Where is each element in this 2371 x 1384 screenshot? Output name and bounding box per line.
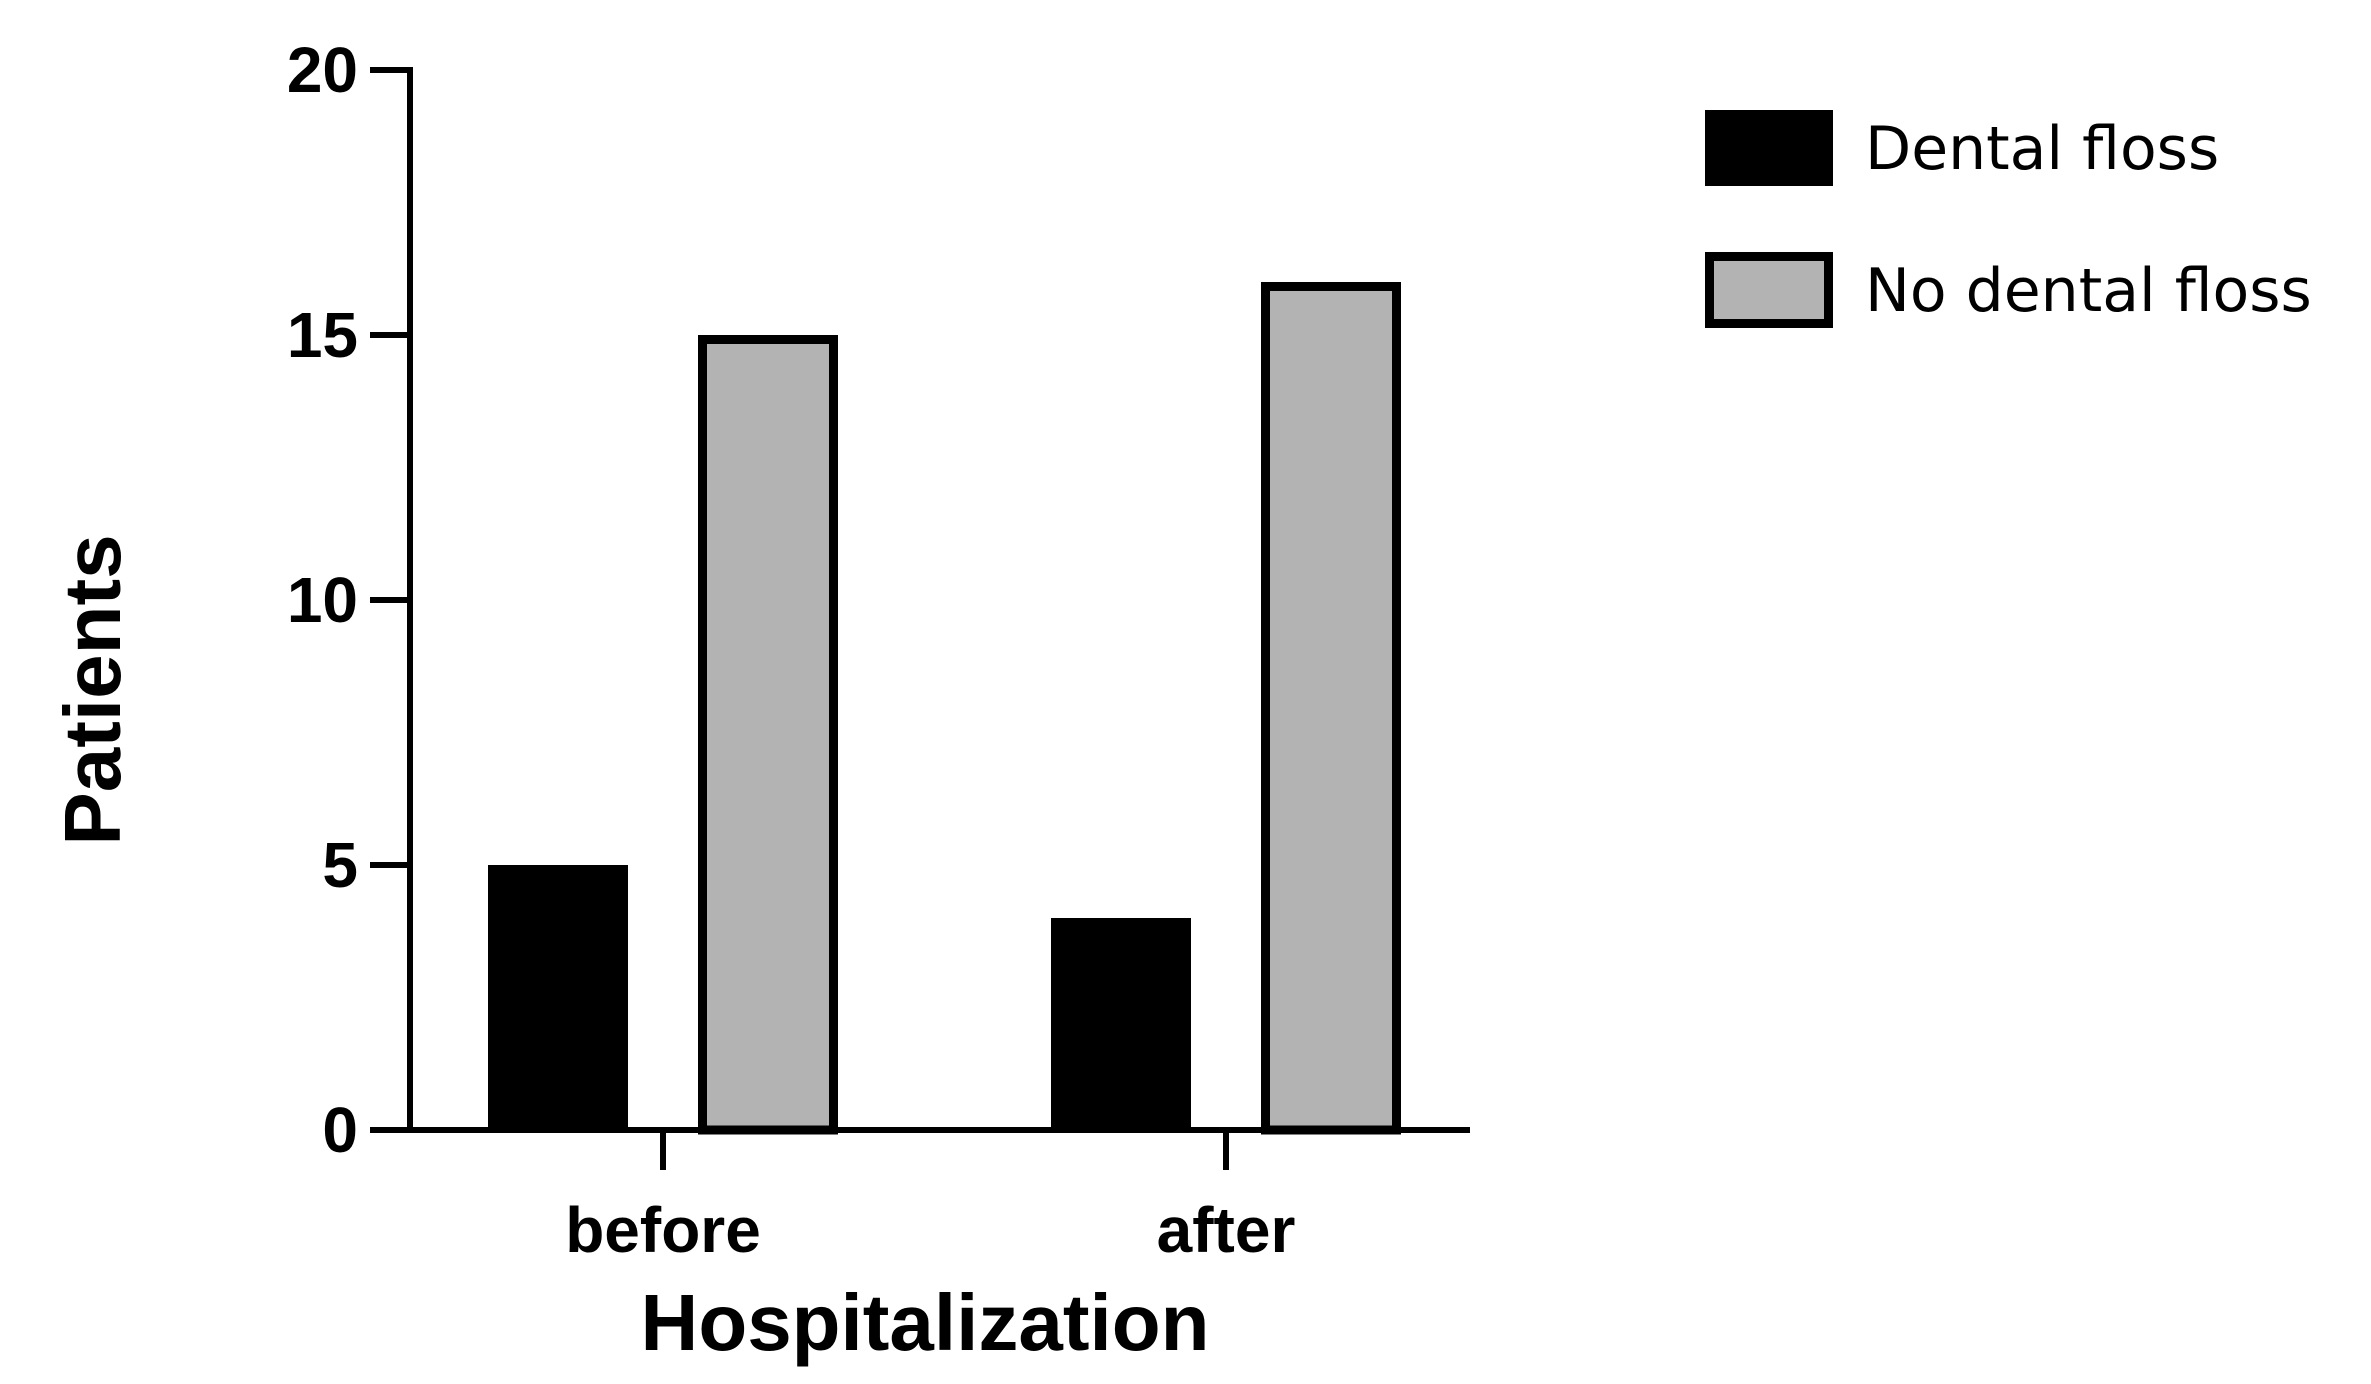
y-tick-label: 15 [287, 299, 358, 371]
y-tick-label: 5 [322, 829, 358, 901]
x-tick-label-before: before [565, 1194, 761, 1266]
y-tick-label: 10 [287, 564, 358, 636]
bar-dental-floss-after [1051, 918, 1191, 1130]
x-axis-title: Hospitalization [641, 1278, 1210, 1367]
legend-swatch-no-dental-floss [1705, 252, 1833, 328]
bar-no-dental-floss-after [1261, 282, 1401, 1135]
y-tick-label: 20 [287, 34, 358, 106]
legend-label-dental-floss: Dental floss [1865, 114, 2219, 184]
axes-layer [370, 67, 1470, 1170]
y-tick-label: 0 [322, 1094, 358, 1166]
y-axis-title: Patients [48, 534, 137, 845]
legend-swatch-dental-floss [1705, 110, 1833, 186]
x-tick-label-after: after [1157, 1194, 1296, 1266]
bar-dental-floss-before [488, 865, 628, 1130]
bars-layer [488, 282, 1401, 1135]
legend: Dental floss No dental floss [1705, 110, 2312, 328]
labels-layer: 0 5 10 15 20 before after Hospitalization Patien… [48, 34, 1295, 1367]
bar-no-dental-floss-before [698, 335, 838, 1135]
legend-label-no-dental-floss: No dental floss [1865, 256, 2312, 326]
